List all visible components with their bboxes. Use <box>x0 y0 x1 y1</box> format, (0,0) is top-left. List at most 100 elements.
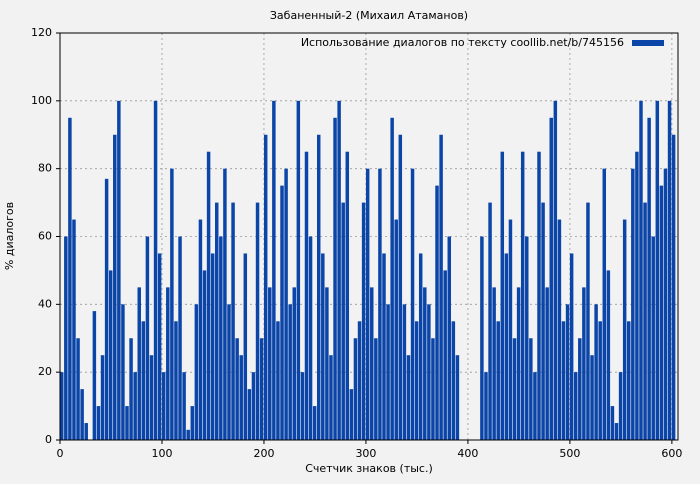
bar <box>157 253 162 440</box>
legend-label: Использование диалогов по тексту coollib… <box>301 36 624 49</box>
bar <box>635 151 639 441</box>
bar <box>84 423 88 440</box>
bar <box>386 304 390 440</box>
bar <box>76 338 80 440</box>
bar <box>361 202 366 440</box>
bar <box>414 321 419 440</box>
bar <box>480 236 484 440</box>
bar <box>423 287 427 440</box>
bar <box>190 406 195 440</box>
bar <box>312 406 317 440</box>
bar <box>541 202 545 440</box>
bar <box>125 406 129 440</box>
y-tick-label: 100 <box>31 94 52 107</box>
bar <box>325 287 329 440</box>
bar <box>549 117 553 441</box>
bar <box>251 372 256 440</box>
bar <box>537 151 541 441</box>
bar <box>300 372 305 440</box>
x-tick-label: 600 <box>661 447 682 460</box>
bar <box>186 429 190 440</box>
bar <box>590 355 594 440</box>
bar <box>508 219 513 440</box>
bar <box>333 117 337 441</box>
y-tick-label: 120 <box>31 26 52 39</box>
bar <box>239 355 243 440</box>
bar <box>410 168 415 440</box>
bar <box>316 134 321 440</box>
bar <box>492 287 496 440</box>
bar <box>80 389 84 440</box>
plot-frame <box>59 32 679 441</box>
bar <box>210 253 215 440</box>
bar <box>276 321 280 440</box>
bar <box>182 372 186 440</box>
bar <box>378 168 382 440</box>
bar <box>394 219 398 440</box>
bar <box>598 321 602 440</box>
bar <box>578 338 582 440</box>
bar <box>655 100 660 440</box>
bar <box>427 304 431 440</box>
bar <box>382 253 386 440</box>
bar <box>349 389 354 440</box>
bar <box>227 304 231 440</box>
bar <box>308 236 313 440</box>
bar <box>602 168 607 440</box>
bar <box>137 287 141 440</box>
bar <box>235 338 239 440</box>
y-tick-label: 20 <box>38 365 52 378</box>
bar <box>341 202 345 440</box>
y-tick-label: 80 <box>38 162 52 175</box>
bar <box>504 253 509 440</box>
bar <box>484 372 488 440</box>
bar <box>443 270 447 440</box>
bar <box>337 100 341 440</box>
bar <box>651 236 655 440</box>
bar <box>178 236 182 440</box>
bar <box>194 304 199 440</box>
bar <box>129 338 133 440</box>
bar <box>321 253 325 440</box>
x-tick-label: 100 <box>151 447 172 460</box>
bar <box>431 338 435 440</box>
bar <box>243 253 248 440</box>
bar <box>280 185 284 440</box>
bar <box>329 355 333 440</box>
bar <box>606 270 611 440</box>
bar <box>529 338 533 440</box>
bar <box>533 372 537 440</box>
y-axis-label: % диалогов <box>3 202 16 270</box>
bar <box>345 151 350 441</box>
bar <box>292 287 296 440</box>
bar <box>219 236 223 440</box>
bar <box>374 338 378 440</box>
x-tick-label: 400 <box>457 447 478 460</box>
bar <box>259 338 264 440</box>
bar <box>569 253 574 440</box>
bar <box>561 321 566 440</box>
bar <box>631 168 635 440</box>
bar <box>304 151 309 441</box>
bar <box>525 236 529 440</box>
bar <box>141 321 146 440</box>
bar <box>573 372 578 440</box>
bar <box>565 304 570 440</box>
bar <box>284 168 288 440</box>
bar <box>545 287 549 440</box>
bar <box>622 219 627 440</box>
bar <box>520 151 525 441</box>
bar <box>451 321 456 440</box>
bar <box>418 253 423 440</box>
y-tick-label: 0 <box>45 433 52 446</box>
bar <box>133 372 137 440</box>
bar <box>108 270 113 440</box>
bar <box>370 287 374 440</box>
bar <box>667 100 672 440</box>
bar <box>117 100 121 440</box>
x-tick-label: 0 <box>57 447 64 460</box>
bar <box>145 236 150 440</box>
bar <box>96 406 101 440</box>
bar <box>161 372 166 440</box>
bar <box>202 270 207 440</box>
